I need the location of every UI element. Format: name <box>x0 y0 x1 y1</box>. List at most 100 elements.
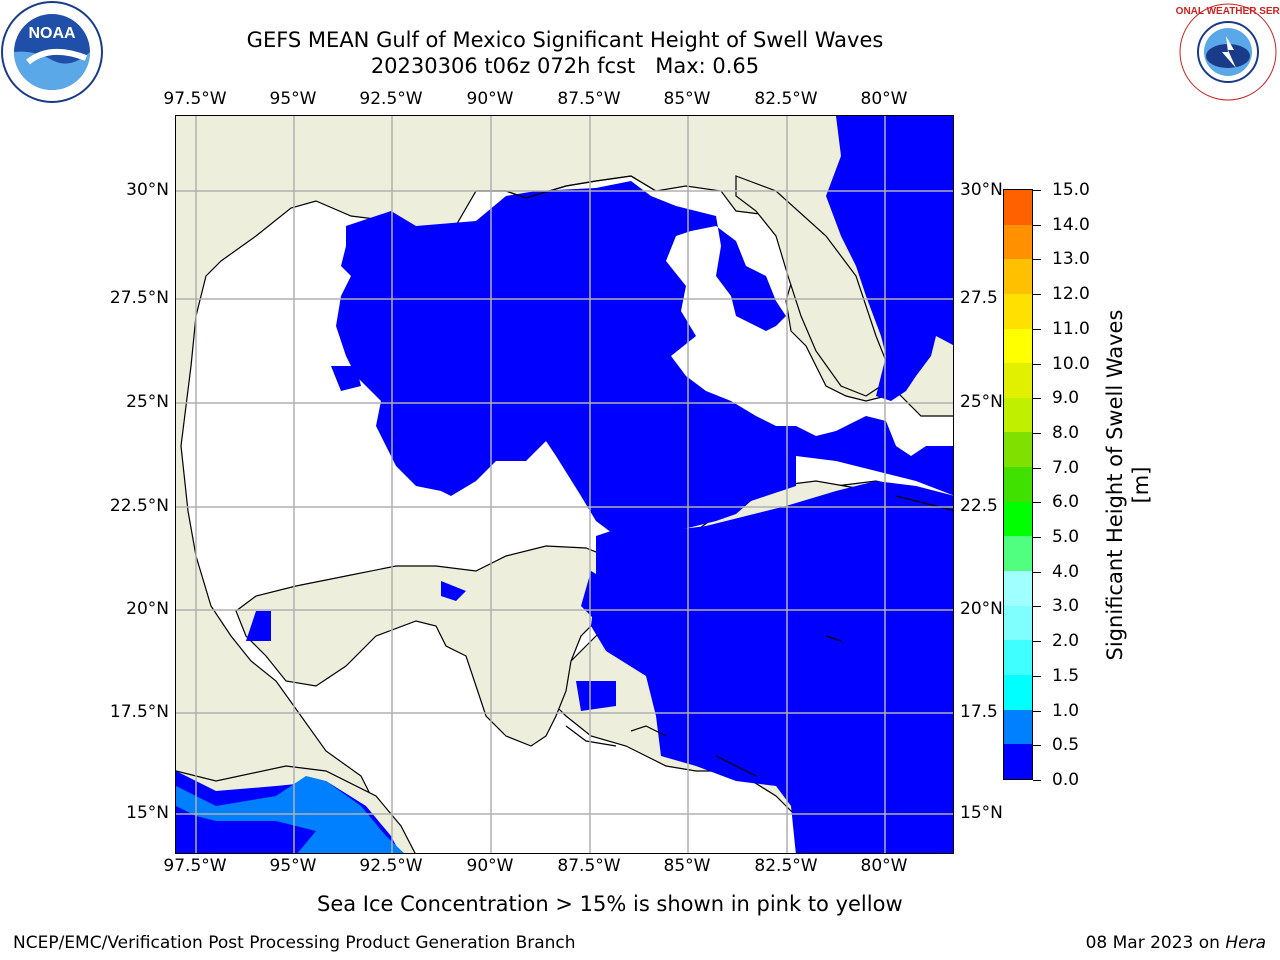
lat-tick-right: 22.5 <box>960 496 998 516</box>
colorbar-segment <box>1004 190 1032 225</box>
colorbar-segment <box>1004 501 1032 537</box>
lat-tick-left: 15°N <box>126 803 169 823</box>
lon-tick-bottom: 82.5°W <box>754 856 818 876</box>
colorbar-segment <box>1004 709 1032 745</box>
colorbar-segment <box>1004 328 1032 364</box>
map-title-line2: 20230306 t06z 072h fcst Max: 0.65 <box>370 54 760 78</box>
colorbar-tick-mark <box>1033 363 1041 365</box>
colorbar-tick-mark <box>1033 675 1041 677</box>
lat-tick-left: 30°N <box>126 180 169 200</box>
graticule <box>176 116 953 853</box>
colorbar-tick-label: 5.0 <box>1052 527 1080 548</box>
map-title-line1: GEFS MEAN Gulf of Mexico Significant Hei… <box>246 28 884 52</box>
colorbar-segment <box>1004 432 1032 468</box>
lon-tick-top: 87.5°W <box>557 89 621 109</box>
colorbar-tick-label: 15.0 <box>1052 180 1090 200</box>
footer-date-text: 08 Mar 2023 on <box>1085 933 1226 953</box>
colorbar-tick-label: 6.0 <box>1052 492 1080 513</box>
lon-tick-top: 80°W <box>860 89 908 109</box>
colorbar-tick-label: 7.0 <box>1052 457 1080 478</box>
colorbar-segment <box>1004 640 1032 675</box>
sea-ice-note: Sea Ice Concentration > 15% is shown in … <box>317 892 903 916</box>
colorbar-tick-label: 0.5 <box>1052 735 1080 756</box>
svg-text:NOAA: NOAA <box>28 25 76 42</box>
colorbar-segment <box>1004 744 1032 779</box>
colorbar-tick-label: 4.0 <box>1052 561 1080 582</box>
lon-tick-bottom: 92.5°W <box>359 856 423 876</box>
lat-tick-left: 25°N <box>126 392 169 412</box>
lat-tick-left: 27.5°N <box>109 288 169 308</box>
colorbar-tick-label: 10.0 <box>1052 353 1090 374</box>
lat-tick-left: 20°N <box>126 599 169 619</box>
colorbar-tick-label: 3.0 <box>1052 596 1080 617</box>
swell-region <box>336 181 796 536</box>
colorbar-tick-mark <box>1033 224 1041 226</box>
swell-region <box>826 116 953 401</box>
colorbar-tick-mark <box>1033 259 1041 261</box>
lon-tick-top: 97.5°W <box>163 89 227 109</box>
colorbar-tick-label: 11.0 <box>1052 318 1090 339</box>
swell-region <box>246 611 271 641</box>
lat-tick-left: 17.5°N <box>109 702 169 722</box>
colorbar-segment <box>1004 293 1032 329</box>
lon-tick-top: 85°W <box>663 89 711 109</box>
gulf-swell-map <box>176 116 953 853</box>
colorbar-tick-mark <box>1033 537 1041 539</box>
florida-land <box>735 175 887 397</box>
swell-region <box>776 416 953 496</box>
colorbar-segment <box>1004 571 1032 606</box>
lat-tick-left: 22.5°N <box>109 496 169 516</box>
colorbar-tick-label: 9.0 <box>1052 388 1080 409</box>
colorbar-tick-label: 2.0 <box>1052 631 1080 652</box>
colorbar-segment <box>1004 363 1032 398</box>
colorbar-tick-mark <box>1033 571 1041 573</box>
colorbar-tick-label: 13.0 <box>1052 249 1090 270</box>
swell-region <box>331 366 361 391</box>
colorbar-tick-mark <box>1033 606 1041 608</box>
colorbar-tick-mark <box>1033 641 1041 643</box>
colorbar-tick-mark <box>1033 190 1041 191</box>
colorbar-tick-mark <box>1033 467 1041 469</box>
svg-text:NATIONAL WEATHER SERVICE: NATIONAL WEATHER SERVICE <box>1176 6 1280 17</box>
noaa-logo-icon: NOAA <box>0 0 104 104</box>
footer-date: 08 Mar 2023 on Hera <box>1086 933 1266 953</box>
colorbar-segment <box>1004 397 1032 433</box>
lon-tick-bottom: 80°W <box>860 856 908 876</box>
lon-tick-top: 95°W <box>269 89 317 109</box>
nws-logo-icon: NATIONAL WEATHER SERVICE <box>1153 0 1280 104</box>
colorbar-tick-mark <box>1033 502 1041 504</box>
colorbar-tick-label: 0.0 <box>1052 770 1080 790</box>
lat-tick-right: 20°N <box>960 599 1003 619</box>
colorbar-segment <box>1004 674 1032 710</box>
colorbar-segment <box>1004 536 1032 572</box>
lon-tick-bottom: 95°W <box>269 856 317 876</box>
colorbar-tick-mark <box>1033 780 1041 781</box>
colorbar-tick-mark <box>1033 398 1041 400</box>
colorbar-label: Significant Height of Swell Waves [m] <box>1103 309 1153 661</box>
lat-tick-right: 27.5 <box>960 288 998 308</box>
lon-tick-bottom: 85°W <box>663 856 711 876</box>
colorbar-segment <box>1004 224 1032 260</box>
colorbar-tick-label: 12.0 <box>1052 284 1090 305</box>
swell-region <box>591 481 953 853</box>
lat-tick-right: 15°N <box>960 803 1003 823</box>
colorbar-tick-mark <box>1033 328 1041 330</box>
lat-tick-right: 30°N <box>960 180 1003 200</box>
swell-0-0.5m-regions <box>176 116 953 853</box>
lon-tick-bottom: 87.5°W <box>557 856 621 876</box>
colorbar-tick-mark <box>1033 294 1041 296</box>
map-panel <box>175 115 954 854</box>
lon-tick-top: 92.5°W <box>359 89 423 109</box>
colorbar-tick-label: 14.0 <box>1052 214 1090 235</box>
colorbar-tick-label: 1.5 <box>1052 665 1080 686</box>
lat-tick-right: 25°N <box>960 392 1003 412</box>
colorbar-segment <box>1004 259 1032 294</box>
swell-region <box>576 681 616 711</box>
lon-tick-top: 82.5°W <box>754 89 818 109</box>
lon-tick-bottom: 90°W <box>466 856 514 876</box>
lon-tick-top: 90°W <box>466 89 514 109</box>
colorbar-tick-mark <box>1033 745 1041 747</box>
colorbar <box>1003 189 1033 780</box>
colorbar-tick-mark <box>1033 710 1041 712</box>
colorbar-segment <box>1004 605 1032 641</box>
